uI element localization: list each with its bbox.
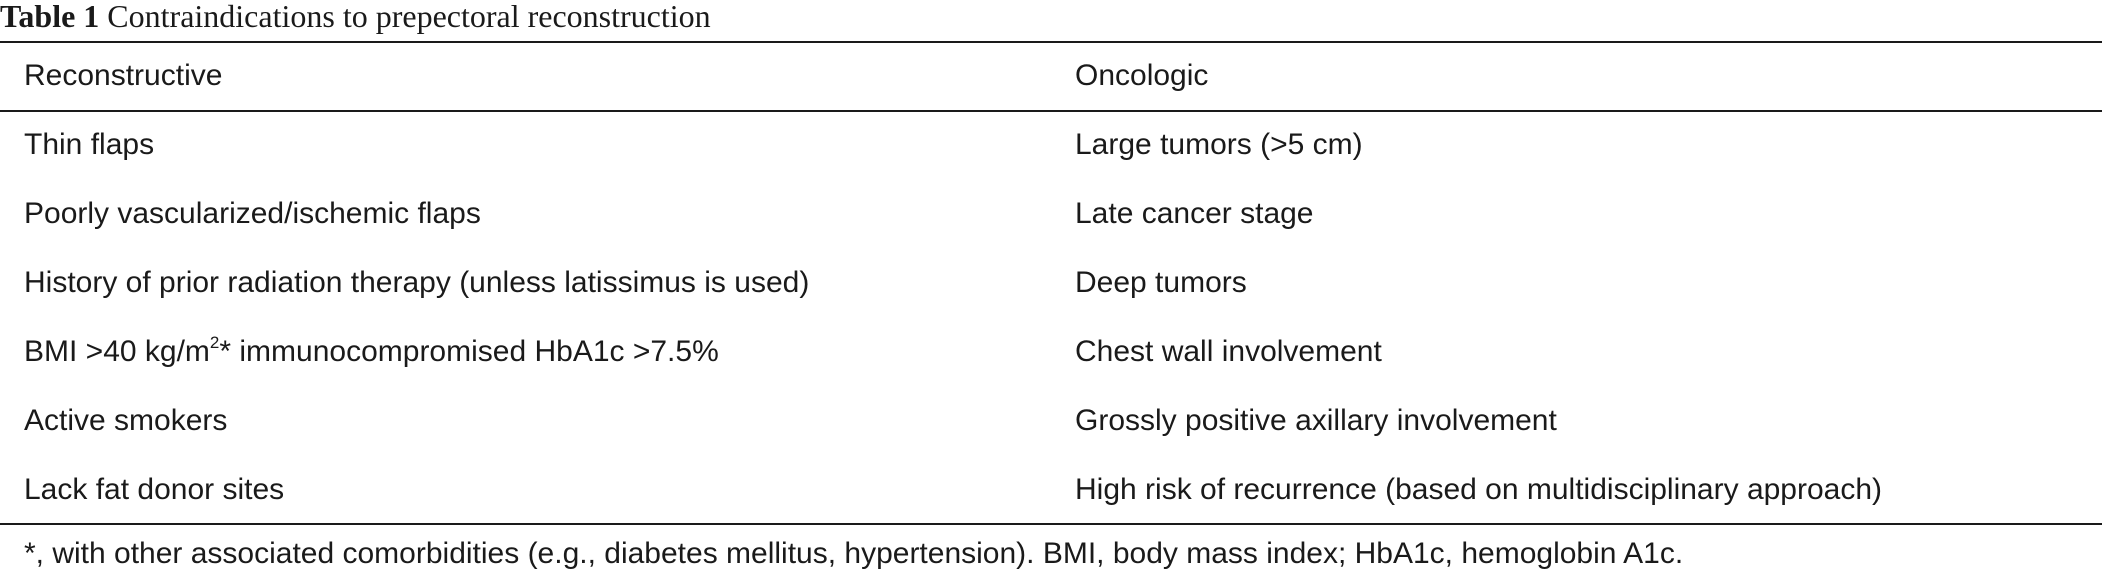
table-caption: Table 1 Contraindications to prepectoral… xyxy=(0,0,711,40)
table-title: Contraindications to prepectoral reconst… xyxy=(107,0,711,34)
table-cell: Deep tumors xyxy=(1075,266,1247,299)
table-bottom-rule xyxy=(0,523,2102,525)
table-cell: Thin flaps xyxy=(24,128,155,161)
comorbidity-text: * immunocompromised HbA1c >7.5% xyxy=(219,335,719,368)
table-cell: Grossly positive axillary involvement xyxy=(1075,404,1557,437)
table-cell: Poorly vascularized/ischemic flaps xyxy=(24,197,481,230)
table-cell: Active smokers xyxy=(24,404,228,437)
table-cell: High risk of recurrence (based on multid… xyxy=(1075,473,1883,506)
table-label: Table 1 xyxy=(0,0,100,34)
table-cell: Lack fat donor sites xyxy=(24,473,285,506)
bmi-text: BMI >40 kg/m xyxy=(24,335,210,368)
table-header-rule xyxy=(0,110,2102,112)
table-cell: Late cancer stage xyxy=(1075,197,1314,230)
table-cell: History of prior radiation therapy (unle… xyxy=(24,266,810,299)
superscript: 2 xyxy=(209,333,220,352)
table-cell: BMI >40 kg/m2* immunocompromised HbA1c >… xyxy=(24,334,719,370)
table-top-rule xyxy=(0,41,2102,43)
table-footnote: *, with other associated comorbidities (… xyxy=(24,537,1684,570)
column-header-reconstructive: Reconstructive xyxy=(24,59,223,92)
column-header-oncologic: Oncologic xyxy=(1075,59,1209,92)
table-cell: Chest wall involvement xyxy=(1075,335,1382,368)
table-cell: Large tumors (>5 cm) xyxy=(1075,128,1363,161)
